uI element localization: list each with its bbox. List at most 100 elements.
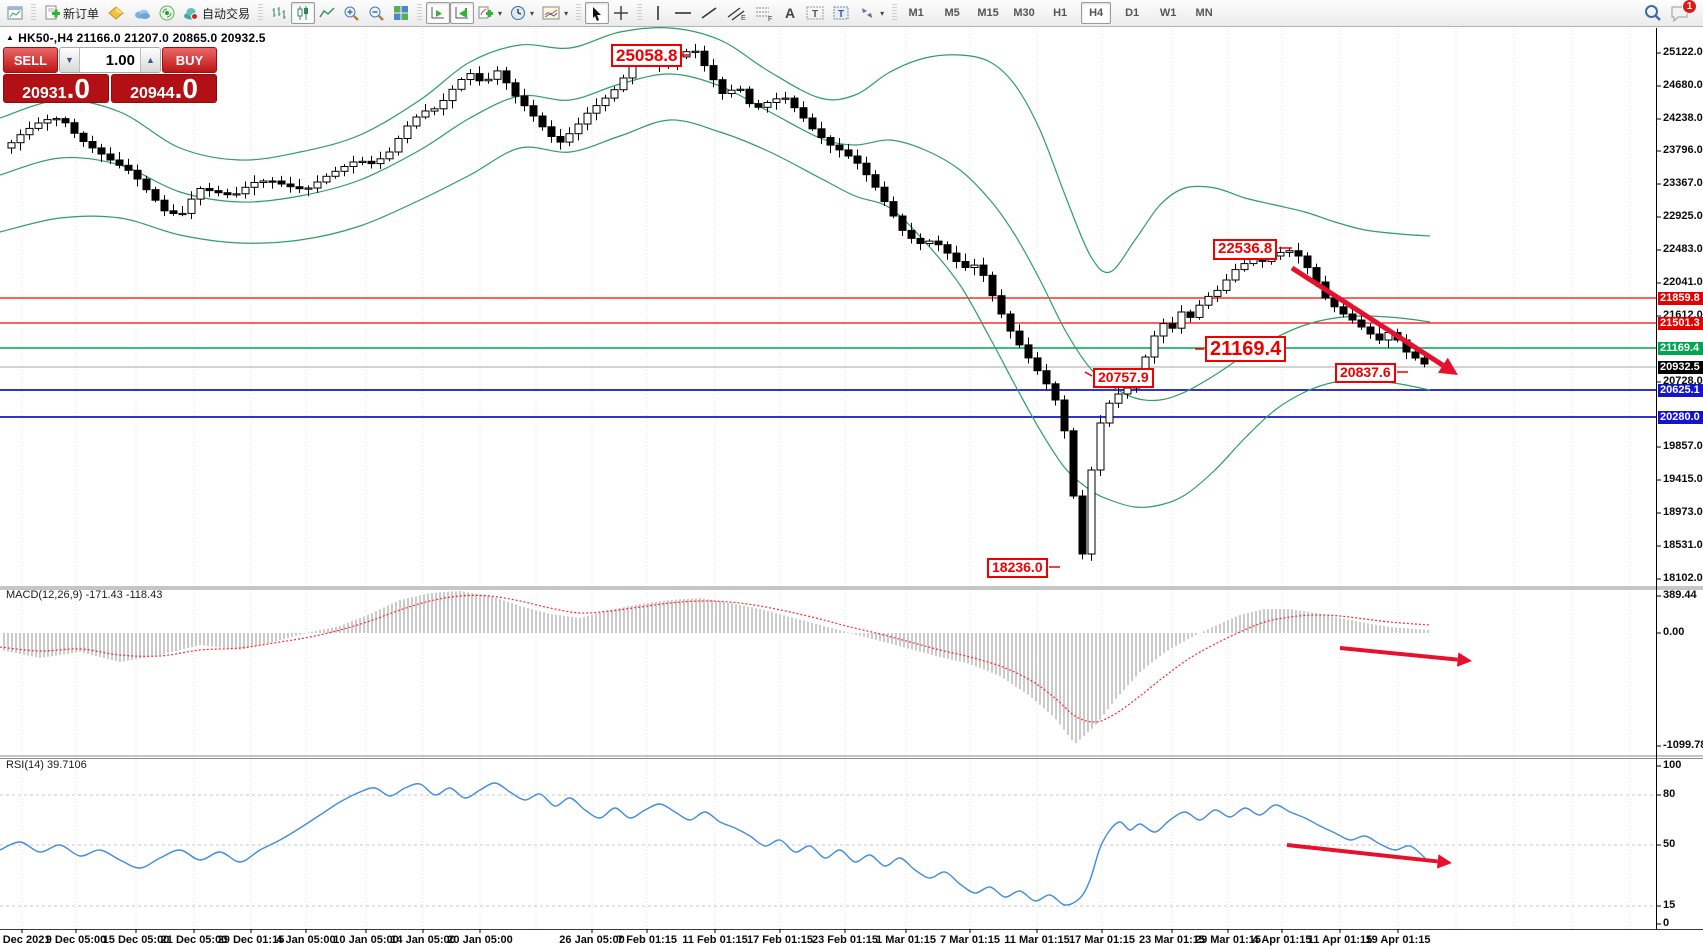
trendline-button[interactable]	[696, 2, 722, 24]
zoom-out-button[interactable]	[364, 2, 389, 24]
zoom-in-button[interactable]	[339, 2, 364, 24]
macd-indicator	[0, 591, 1431, 744]
trend-arrows	[1286, 265, 1472, 869]
boxed-text-button[interactable]: T	[828, 2, 854, 24]
time-axis-label: 26 Jan 05:00	[559, 934, 625, 946]
toolbar-separator	[892, 4, 898, 22]
one-click-trading-panel: SELL ▼ 1.00 ▲ BUY 20931.0 20944.0	[3, 47, 217, 103]
chart-title-text: HK50-,H4 21166.0 21207.0 20865.0 20932.5	[18, 31, 266, 45]
line-chart-button[interactable]	[315, 2, 339, 24]
panel-collapse-icon[interactable]: ▲	[6, 33, 15, 42]
bar-chart-button[interactable]	[267, 2, 291, 24]
templates-button[interactable]: ▾	[538, 2, 572, 24]
arrows-tool-button[interactable]: ▾	[854, 2, 888, 24]
volume-decrease-button[interactable]: ▼	[60, 48, 80, 72]
chat-unread-badge: 1	[1682, 0, 1697, 14]
search-icon	[1645, 5, 1661, 21]
search-button[interactable]	[1644, 4, 1662, 22]
sell-button[interactable]: SELL	[3, 47, 58, 73]
toolbar-separator	[637, 4, 643, 22]
candlestick-chart-button[interactable]	[291, 2, 316, 24]
time-axis-label: 10 Jan 05:00	[333, 934, 399, 946]
crosshair-icon	[614, 6, 629, 20]
community-button[interactable]	[129, 2, 155, 24]
periods-dropdown-caret: ▾	[530, 8, 535, 18]
vertical-line-button[interactable]	[646, 2, 670, 24]
price-axis-label: 19415.0	[1663, 473, 1703, 485]
time-axis-label: 4 Jan 05:00	[276, 934, 336, 946]
time-axis-label: 20 Jan 05:00	[447, 934, 513, 946]
rsi-line	[0, 782, 1426, 906]
candlestick-chart-icon	[297, 6, 309, 20]
volume-increase-button[interactable]: ▲	[140, 48, 160, 72]
gold-diamond-icon	[108, 6, 124, 20]
candlestick-series	[7, 43, 1429, 561]
timeframe-MN[interactable]: MN	[1195, 7, 1213, 19]
time-axis-label: 3 Dec 2021	[0, 934, 51, 946]
price-axis-label: 24680.0	[1663, 79, 1703, 91]
chart-window-button[interactable]	[3, 2, 27, 24]
text-button[interactable]: A	[778, 2, 802, 24]
crosshair-button[interactable]	[609, 2, 633, 24]
bar-chart-icon	[272, 7, 286, 19]
annotation-label: 22536.8	[1213, 239, 1278, 260]
macd-indicator-label: MACD(12,26,9) -171.43 -118.43	[6, 589, 163, 601]
chart-shift-icon	[455, 7, 469, 19]
time-axis-label: 14 Jan 05:00	[390, 934, 456, 946]
auto-scroll-button[interactable]	[426, 2, 451, 24]
rsi-indicator	[0, 782, 1426, 906]
autotrading-button[interactable]: 自动交易	[179, 2, 254, 24]
timeframe-H4[interactable]: H4	[1081, 2, 1112, 24]
autotrading-label: 自动交易	[202, 6, 251, 21]
rsi-axis-label: 15	[1663, 899, 1676, 911]
horizontal-line-button[interactable]	[670, 2, 696, 24]
price-axis-label: 23796.0	[1663, 144, 1703, 156]
sell-price-frac: .0	[66, 73, 90, 104]
timeframe-M1[interactable]: M1	[908, 7, 924, 19]
boxed-text-icon: T	[833, 6, 849, 20]
history-center-button[interactable]	[103, 2, 129, 24]
time-axis-label: 23 Feb 01:15	[811, 934, 879, 946]
volume-input[interactable]: 1.00	[80, 48, 140, 72]
price-tag: 20280.0	[1658, 410, 1703, 424]
signals-button[interactable]	[155, 2, 179, 24]
arrows-dropdown-caret: ▾	[880, 8, 885, 18]
chart-shift-button[interactable]	[450, 2, 475, 24]
buy-button[interactable]: BUY	[162, 47, 217, 73]
price-axis-label: 22483.0	[1663, 243, 1703, 255]
buy-price-main: 20944	[130, 85, 175, 102]
new-order-button[interactable]: 新订单	[40, 2, 103, 24]
vertical-line-icon	[657, 6, 659, 20]
equidistant-channel-button[interactable]: E	[722, 2, 750, 24]
timeframe-W1[interactable]: W1	[1159, 7, 1177, 19]
timeframe-toolbar: M1 M5 M15 M30 H1 H4 D1 W1 MN	[901, 2, 1219, 24]
chat-button[interactable]: 1	[1670, 0, 1697, 22]
cursor-button[interactable]	[585, 2, 610, 24]
time-axis-label: 1 Mar 01:15	[876, 934, 936, 946]
text-label-button[interactable]: T	[802, 2, 828, 24]
new-order-label: 新订单	[63, 6, 100, 21]
sell-price[interactable]: 20931.0	[3, 74, 109, 103]
toolbar-separator	[258, 4, 264, 22]
tile-windows-button[interactable]	[389, 2, 413, 24]
indicators-button[interactable]: ▾	[474, 2, 506, 24]
price-axis-label: 18102.0	[1663, 572, 1703, 584]
zoom-in-icon	[344, 6, 359, 21]
periods-button[interactable]: ▾	[506, 2, 538, 24]
buy-price[interactable]: 20944.0	[111, 74, 217, 103]
line-chart-icon	[319, 7, 335, 18]
timeframe-M30[interactable]: M30	[1013, 7, 1035, 19]
time-axis-label: 17 Feb 01:15	[746, 934, 814, 946]
timeframe-M5[interactable]: M5	[944, 7, 960, 19]
timeframe-D1[interactable]: D1	[1125, 7, 1140, 19]
rsi-axis-label: 80	[1663, 788, 1676, 800]
timeframe-H1[interactable]: H1	[1053, 7, 1068, 19]
price-axis-label: 24238.0	[1663, 112, 1703, 124]
horizontal-price-lines	[0, 297, 1656, 418]
timeframe-M15[interactable]: M15	[977, 7, 999, 19]
price-axis-label: 23367.0	[1663, 177, 1703, 189]
fibonacci-button[interactable]: F	[750, 2, 778, 24]
bollinger-lower	[0, 119, 1431, 508]
trendline-icon	[701, 7, 717, 19]
